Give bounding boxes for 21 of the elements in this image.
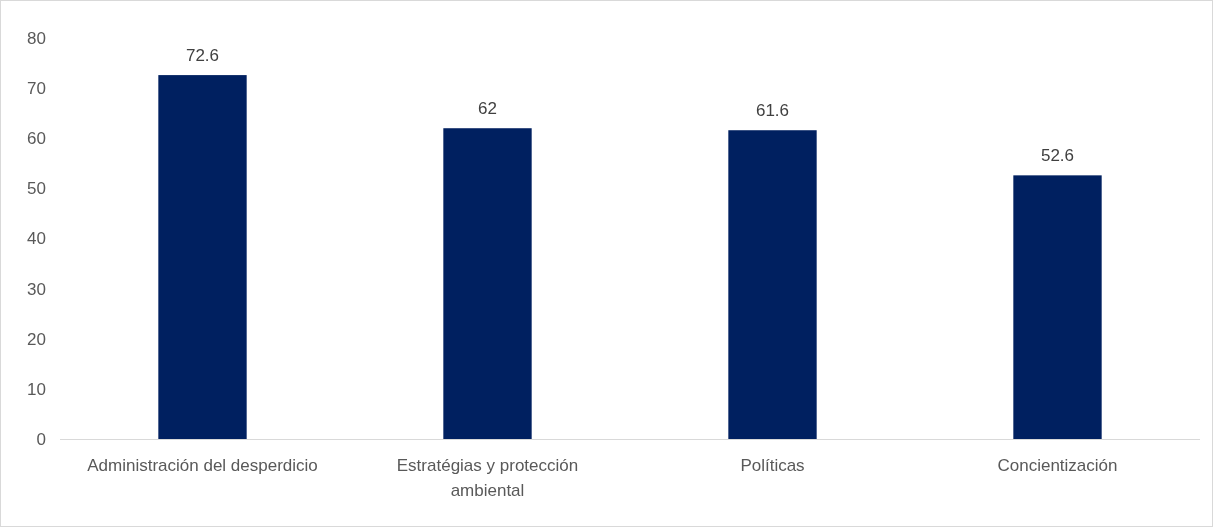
y-tick-label: 10 [27,379,46,399]
y-tick-label: 0 [36,429,46,449]
data-label: 62 [478,99,497,119]
y-tick-label: 30 [27,279,46,299]
y-tick-label: 60 [27,129,46,149]
y-tick-label: 50 [27,179,46,199]
y-tick-label: 20 [27,329,46,349]
y-tick-label: 40 [27,229,46,249]
bar [158,75,247,439]
data-label: 72.6 [185,46,220,66]
y-tick-label: 70 [27,79,46,99]
bar [728,130,817,439]
x-tick-label: Estratégias y protección ambiental [396,456,579,500]
x-tick-label: Concientización [997,456,1118,475]
data-label: 61.6 [755,101,790,121]
x-tick-label: Políticas [740,456,805,475]
y-tick-label: 80 [27,28,46,48]
data-label: 52.6 [1040,146,1075,166]
x-tick-label: Administración del desperdicio [87,456,318,475]
bar [443,128,532,439]
bar [1013,175,1102,439]
